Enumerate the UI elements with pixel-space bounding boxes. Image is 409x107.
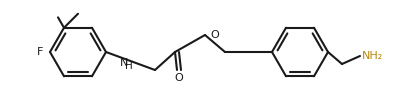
Text: F: F xyxy=(36,47,43,57)
Text: O: O xyxy=(174,73,183,83)
Text: NH₂: NH₂ xyxy=(361,51,382,61)
Text: N: N xyxy=(120,58,128,68)
Text: O: O xyxy=(210,30,219,41)
Text: H: H xyxy=(124,61,132,71)
